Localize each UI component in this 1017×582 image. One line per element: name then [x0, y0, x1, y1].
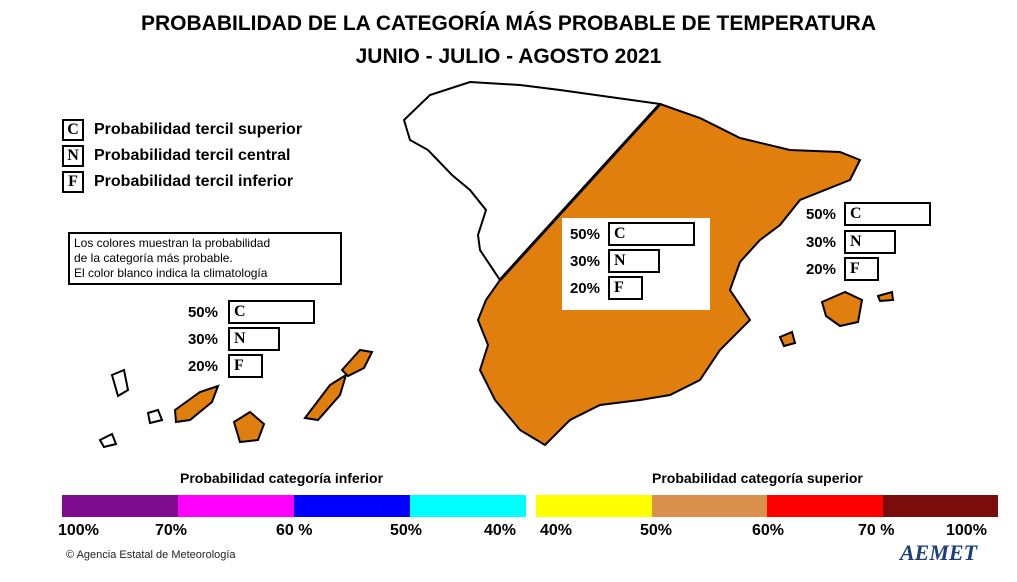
- panel-letter: C: [614, 225, 626, 242]
- legend-letter-box: N: [62, 145, 84, 167]
- gomera-island: [146, 408, 164, 425]
- menorca-island: [876, 290, 895, 303]
- la-palma-island: [110, 368, 130, 398]
- note-line: Los colores muestran la probabilidad: [74, 236, 271, 250]
- fuerteventura-island: [303, 372, 348, 422]
- panel-bar: F: [608, 276, 643, 300]
- scale-segment: [294, 495, 410, 517]
- peninsula-white-region: [402, 80, 663, 282]
- scale-superior-title: Probabilidad categoría superior: [652, 470, 863, 486]
- scale-tick: 60 %: [276, 522, 313, 539]
- panel-bar: N: [608, 249, 660, 273]
- scale-segment: [651, 495, 767, 517]
- legend-label: Probabilidad tercil central: [94, 147, 291, 164]
- aemet-logo: AEMET: [900, 540, 978, 565]
- scale-inferior: [62, 495, 526, 517]
- legend-label: Probabilidad tercil superior: [94, 121, 303, 138]
- legend-item-f: F Probabilidad tercil inferior: [62, 170, 293, 194]
- scale-segment: [62, 495, 178, 517]
- legend-letter-box: F: [62, 171, 84, 193]
- panel-value: 30%: [805, 234, 836, 251]
- map-title: PROBABILIDAD DE LA CATEGORÍA MÁS PROBABL…: [141, 12, 876, 35]
- tenerife-island: [173, 384, 220, 424]
- panel-letter: N: [614, 252, 626, 269]
- ibiza-island: [778, 330, 797, 348]
- scale-tick: 70%: [155, 522, 188, 539]
- panel-baleares: 50% C 30% N 20% F: [800, 200, 940, 284]
- scale-tick: 100%: [946, 522, 987, 539]
- panel-letter: C: [234, 303, 246, 320]
- panel-value: 30%: [569, 253, 600, 270]
- panel-value: 50%: [805, 206, 836, 223]
- scale-tick: 40%: [484, 522, 517, 539]
- panel-bar: N: [844, 230, 896, 254]
- scale-tick: 40%: [540, 522, 573, 539]
- legend-label: Probabilidad tercil inferior: [94, 173, 294, 190]
- panel-bar: F: [844, 257, 879, 281]
- note-line: de la categoría más probable.: [74, 251, 233, 265]
- scale-superior: [536, 495, 998, 517]
- panel-value: 30%: [187, 331, 218, 348]
- hierro-island: [98, 432, 118, 449]
- panel-bar: C: [228, 300, 315, 324]
- scale-tick: 60%: [752, 522, 785, 539]
- panel-value: 50%: [569, 226, 600, 243]
- boundary-line: [498, 102, 662, 282]
- gran-canaria-island: [232, 410, 266, 444]
- panel-canarias: 50% C 30% N 20% F: [182, 298, 322, 382]
- scale-tick: 100%: [58, 522, 99, 539]
- panel-letter: F: [850, 260, 860, 277]
- scale-tick: 50%: [640, 522, 673, 539]
- panel-letter: N: [234, 330, 246, 347]
- panel-value: 20%: [805, 261, 836, 278]
- panel-letter: N: [850, 233, 862, 250]
- credit-text: © Agencia Estatal de Meteorología: [66, 549, 236, 561]
- legend-item-c: C Probabilidad tercil superior: [62, 118, 302, 142]
- scale-tick: 50%: [390, 522, 423, 539]
- lanzarote-island: [340, 348, 374, 378]
- panel-letter: C: [850, 205, 862, 222]
- panel-peninsula: 50% C 30% N 20% F: [562, 218, 710, 310]
- scale-segment: [178, 495, 294, 517]
- scale-segment: [882, 495, 998, 517]
- panel-value: 20%: [569, 280, 600, 297]
- scale-segment: [536, 495, 652, 517]
- credit-label: Agencia Estatal de Meteorología: [76, 549, 236, 561]
- note-line: El color blanco indica la climatología: [74, 266, 268, 280]
- panel-bar: C: [608, 222, 695, 246]
- scale-segment: [410, 495, 526, 517]
- color-note: Los colores muestran la probabilidad de …: [68, 232, 342, 285]
- scale-segment: [767, 495, 883, 517]
- panel-value: 20%: [187, 358, 218, 375]
- panel-letter: F: [234, 357, 244, 374]
- panel-bar: N: [228, 327, 280, 351]
- legend-item-n: N Probabilidad tercil central: [62, 144, 291, 168]
- panel-bar: F: [228, 354, 263, 378]
- panel-value: 50%: [187, 304, 218, 321]
- map-subtitle: JUNIO - JULIO - AGOSTO 2021: [355, 45, 662, 68]
- mallorca-island: [820, 290, 864, 328]
- panel-bar: C: [844, 202, 931, 226]
- scale-inferior-title: Probabilidad categoría inferior: [180, 470, 384, 486]
- scale-tick: 70 %: [858, 522, 895, 539]
- panel-letter: F: [614, 279, 624, 296]
- legend-letter-box: C: [62, 119, 84, 141]
